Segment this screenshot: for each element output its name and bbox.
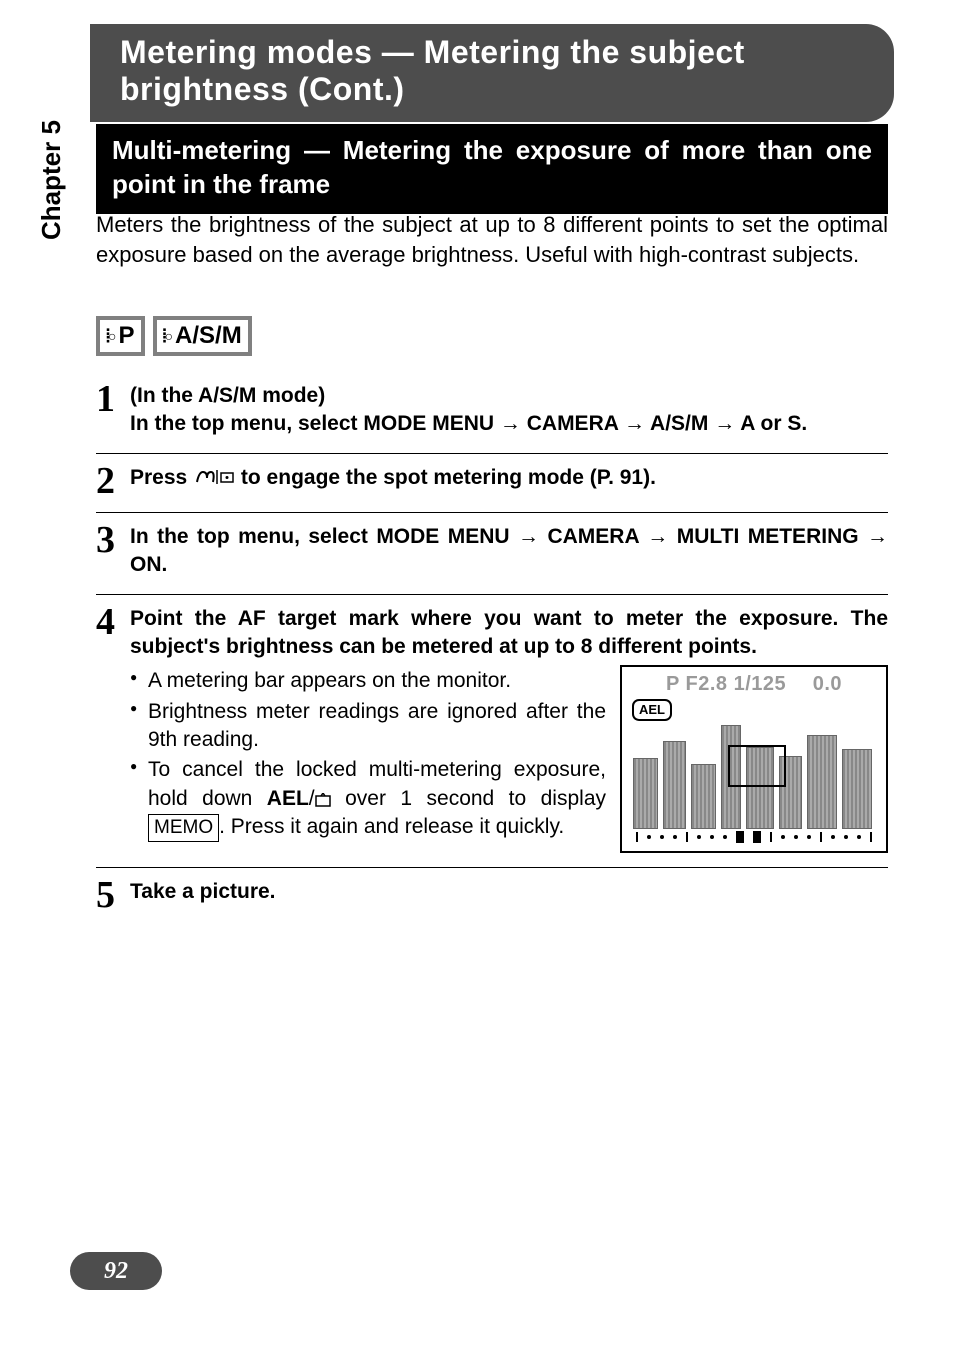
badge-p-label: P	[119, 322, 135, 350]
step3-text-d: ON.	[130, 553, 167, 576]
badge-asm-label: A/S/M	[175, 322, 242, 350]
step3-text-c: MULTI METERING	[677, 525, 859, 548]
step-number: 4	[96, 605, 130, 639]
page-title: Metering modes — Metering the subject br…	[120, 34, 745, 107]
meter-bar	[636, 831, 872, 843]
arrow-icon: →	[624, 412, 645, 435]
step1-text-b: CAMERA	[527, 412, 618, 435]
step1-text-d: A or S.	[740, 412, 807, 435]
chapter-label: Chapter 5	[36, 120, 67, 240]
step-body: In the top menu, select MODE MENU → CAME…	[130, 523, 888, 580]
arrow-icon: →	[647, 525, 668, 548]
arrow-icon: →	[867, 525, 888, 548]
step2-text-a: Press	[130, 466, 193, 489]
step-body: Press to engage the spot metering mode (…	[130, 464, 888, 492]
step1-text-a: In the top menu, select MODE MENU	[130, 412, 494, 435]
step-1: 1 (In the A/S/M mode) In the top menu, s…	[96, 376, 888, 445]
section-heading: Multi-metering — Metering the exposure o…	[96, 124, 888, 214]
step-number: 3	[96, 523, 130, 557]
step1-line1: (In the A/S/M mode)	[130, 384, 325, 407]
bullet-item: A metering bar appears on the monitor.	[130, 667, 606, 695]
memo-box: MEMO	[148, 814, 219, 842]
af-target-icon	[730, 745, 784, 787]
page-number-badge: 92	[70, 1252, 162, 1290]
lcd-illustration: P F2.8 1/125 0.0 AEL	[620, 665, 888, 853]
bullet-item: To cancel the locked multi-metering expo…	[130, 756, 606, 841]
step-body: Take a picture.	[130, 878, 888, 906]
step-2: 2 Press to engage the spot metering mode…	[96, 453, 888, 504]
ael-label: AEL	[267, 787, 309, 810]
section-intro: Meters the brightness of the subject at …	[96, 210, 888, 269]
bullet-list: A metering bar appears on the monitor. B…	[130, 667, 606, 841]
step1-text-c: A/S/M	[650, 412, 708, 435]
step3-text-a: In the top menu, select MODE MENU	[130, 525, 510, 548]
lcd-top-line: P F2.8 1/125 0.0	[622, 671, 886, 698]
bullet-item: Brightness meter readings are ignored af…	[130, 698, 606, 755]
bullet3-c: . Press it again and release it quickly.	[219, 815, 564, 838]
page-title-banner: Metering modes — Metering the subject br…	[90, 24, 894, 122]
arrow-icon: →	[500, 412, 521, 435]
macro-spot-icon	[193, 468, 235, 486]
step-body: (In the A/S/M mode) In the top menu, sel…	[130, 382, 888, 439]
step2-text-b: to engage the spot metering mode (P. 91)…	[241, 466, 656, 489]
step4-heading: Point the AF target mark where you want …	[130, 605, 888, 662]
badge-p: ⦙○P	[96, 316, 145, 356]
circle-icon: ○	[108, 328, 116, 344]
circle-icon: ○	[165, 328, 173, 344]
steps-list: 1 (In the A/S/M mode) In the top menu, s…	[96, 376, 888, 918]
step-3: 3 In the top menu, select MODE MENU → CA…	[96, 512, 888, 586]
step-number: 1	[96, 382, 130, 416]
arrow-icon: →	[714, 412, 735, 435]
step-number: 5	[96, 878, 130, 912]
mode-badges: ⦙○P ⦙○A/S/M	[96, 316, 252, 356]
badge-asm: ⦙○A/S/M	[153, 316, 252, 356]
step4-bullets-wrap: A metering bar appears on the monitor. B…	[130, 661, 606, 843]
arrow-icon: →	[518, 525, 539, 548]
step-4: 4 Point the AF target mark where you wan…	[96, 594, 888, 860]
step-body: Point the AF target mark where you want …	[130, 605, 888, 854]
step5-text: Take a picture.	[130, 880, 276, 903]
bullet3-b: over 1 second to display	[345, 787, 606, 810]
step-5: 5 Take a picture.	[96, 867, 888, 918]
custom-icon	[315, 793, 331, 807]
step-number: 2	[96, 464, 130, 498]
step3-text-b: CAMERA	[547, 525, 638, 548]
page-number: 92	[104, 1258, 128, 1285]
